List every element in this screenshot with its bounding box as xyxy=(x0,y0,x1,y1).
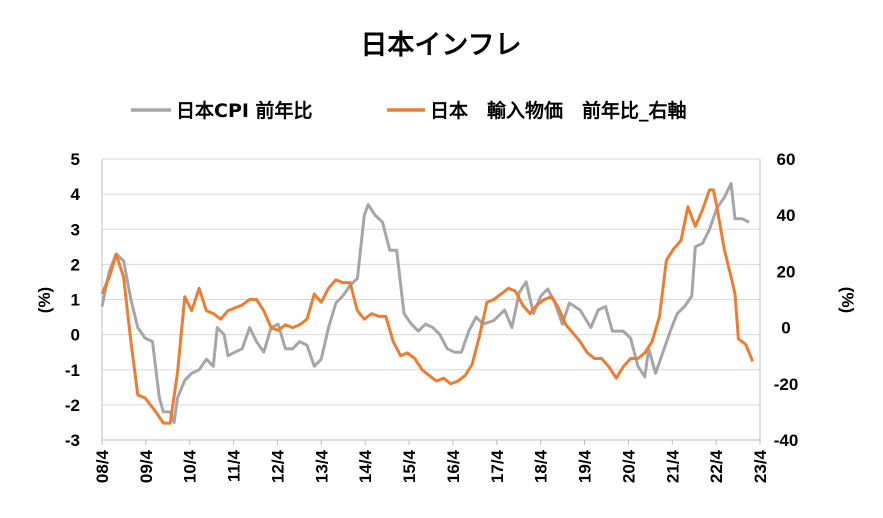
left-axis-ticks: 5 4 3 2 1 0 -1 -2 -3 xyxy=(65,150,81,450)
legend-label-import-price: 日本 輸入物価 前年比_右軸 xyxy=(430,99,687,122)
x-tick-label: 11/4 xyxy=(225,449,244,482)
right-tick-label: 40 xyxy=(777,206,796,225)
x-axis-ticks: 08/4 09/4 10/4 11/4 12/4 13/4 14/4 15/4 16/4 17/4… xyxy=(93,440,770,483)
right-axis-label: (%) xyxy=(838,287,857,313)
left-tick-label: -2 xyxy=(65,396,80,415)
left-tick-label: 4 xyxy=(71,185,81,204)
x-tick-label: 12/4 xyxy=(268,449,287,483)
left-tick-label: -3 xyxy=(65,431,80,450)
x-tick-label: 09/4 xyxy=(137,449,156,483)
x-tick-label: 17/4 xyxy=(488,449,507,483)
x-tick-label: 13/4 xyxy=(312,449,331,483)
left-tick-label: 0 xyxy=(71,326,80,345)
right-tick-label: 60 xyxy=(777,150,796,169)
x-tick-label: 23/4 xyxy=(751,449,770,483)
series-line-cpi xyxy=(100,182,750,424)
x-tick-label: 08/4 xyxy=(93,449,112,483)
right-axis-ticks: 60 40 20 0 -20 -40 xyxy=(774,150,799,450)
x-tick-label: 15/4 xyxy=(400,449,419,483)
right-tick-label: 0 xyxy=(781,319,790,338)
left-axis-label: (%) xyxy=(35,287,54,313)
x-tick-label: 16/4 xyxy=(444,449,463,483)
right-tick-label: -20 xyxy=(774,375,799,394)
left-tick-label: 5 xyxy=(71,150,80,169)
left-tick-label: 3 xyxy=(71,220,80,239)
left-tick-label: 2 xyxy=(71,255,80,274)
series-line-import-price xyxy=(100,188,755,425)
x-tick-label: 19/4 xyxy=(576,449,595,483)
x-tick-label: 14/4 xyxy=(356,449,375,483)
right-tick-label: 20 xyxy=(777,262,796,281)
legend: 日本CPI 前年比 日本 輸入物価 前年比_右軸 xyxy=(131,99,687,122)
legend-label-cpi: 日本CPI 前年比 xyxy=(176,99,313,122)
x-tick-label: 21/4 xyxy=(663,449,682,483)
x-tick-label: 20/4 xyxy=(619,449,638,483)
chart-title: 日本インフレ xyxy=(360,30,521,61)
left-tick-label: 1 xyxy=(71,291,80,310)
x-tick-label: 22/4 xyxy=(707,449,726,483)
x-tick-label: 10/4 xyxy=(181,449,200,483)
left-tick-label: -1 xyxy=(65,361,80,380)
right-tick-label: -40 xyxy=(774,431,799,450)
x-tick-label: 18/4 xyxy=(532,449,551,483)
